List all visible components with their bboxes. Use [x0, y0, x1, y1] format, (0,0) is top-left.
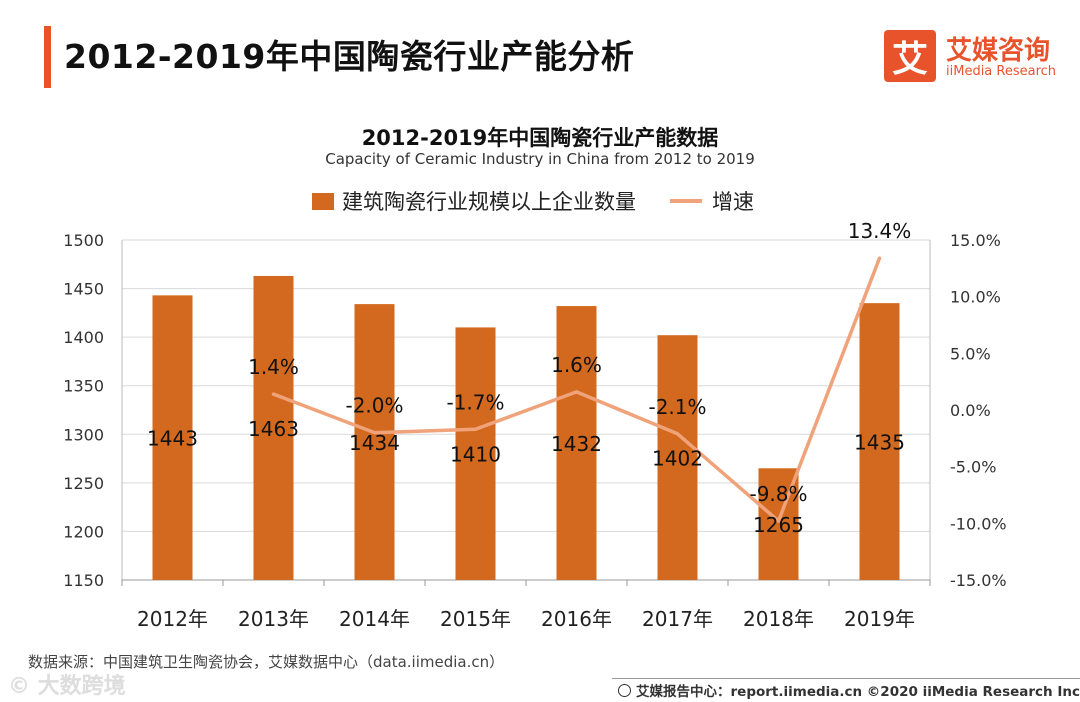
chart-legend: 建筑陶瓷行业规模以上企业数量 增速 — [312, 186, 754, 216]
x-tick-label: 2013年 — [238, 607, 309, 631]
bar — [354, 304, 395, 580]
footer-report: 艾媒报告中心：report.iimedia.cn ©2020 iiMedia R… — [618, 680, 1080, 700]
x-tick-label: 2014年 — [339, 607, 410, 631]
right-tick-label: -5.0% — [950, 458, 996, 477]
growth-value-label: -1.7% — [446, 390, 504, 414]
bar-value-label: 1432 — [551, 432, 602, 456]
left-tick-label: 1400 — [63, 328, 104, 347]
left-tick-label: 1150 — [63, 571, 104, 590]
growth-value-label: 13.4% — [848, 219, 912, 243]
logo-en-text: iiMedia Research — [946, 64, 1057, 79]
left-tick-label: 1500 — [63, 231, 104, 250]
bar — [859, 303, 900, 580]
chart-subtitle: Capacity of Ceramic Industry in China fr… — [325, 150, 755, 168]
legend-bar-swatch — [312, 192, 334, 210]
growth-value-label: 1.6% — [551, 353, 602, 377]
watermark: © 大数跨境 — [8, 674, 126, 699]
x-tick-label: 2019年 — [844, 607, 915, 631]
left-tick-label: 1200 — [63, 522, 104, 541]
brand-logo: 艾 艾媒咨询 iiMedia Research — [884, 30, 1064, 86]
right-tick-label: -15.0% — [950, 571, 1007, 590]
right-tick-label: 0.0% — [950, 401, 991, 420]
left-tick-label: 1250 — [63, 474, 104, 493]
chart-title: 2012-2019年中国陶瓷行业产能数据 — [361, 126, 719, 150]
bar — [556, 306, 597, 580]
bar-value-label: 1410 — [450, 443, 501, 467]
bar — [152, 295, 193, 580]
bar-value-label: 1463 — [248, 417, 299, 441]
left-tick-label: 1300 — [63, 425, 104, 444]
legend-line-swatch — [670, 199, 702, 203]
x-tick-label: 2016年 — [541, 607, 612, 631]
left-tick-label: 1450 — [63, 280, 104, 299]
x-tick-label: 2015年 — [440, 607, 511, 631]
title-accent-bar — [44, 26, 51, 88]
bar — [253, 275, 294, 580]
growth-value-label: 1.4% — [248, 355, 299, 379]
bar — [657, 335, 698, 580]
footer-divider — [612, 678, 1080, 679]
globe-icon — [618, 683, 631, 697]
logo-mark: 艾 — [884, 30, 936, 82]
growth-value-label: -9.8% — [749, 482, 807, 506]
legend-line-label: 增速 — [712, 190, 754, 214]
legend-bar-label: 建筑陶瓷行业规模以上企业数量 — [342, 190, 636, 214]
page-title: 2012-2019年中国陶瓷行业产能分析 — [64, 37, 635, 76]
x-tick-label: 2017年 — [642, 607, 713, 631]
bar — [455, 327, 496, 580]
data-source: 数据来源：中国建筑卫生陶瓷协会，艾媒数据中心（data.iimedia.cn） — [28, 653, 505, 671]
right-tick-label: 5.0% — [950, 344, 991, 363]
bar-value-label: 1443 — [147, 427, 198, 451]
x-tick-label: 2012年 — [137, 607, 208, 631]
logo-cn-text: 艾媒咨询 — [946, 36, 1051, 66]
bar-value-label: 1402 — [652, 447, 703, 471]
growth-value-label: -2.0% — [345, 394, 403, 418]
bar-value-label: 1435 — [854, 431, 905, 455]
bar-value-label: 1265 — [753, 513, 804, 537]
left-tick-label: 1350 — [63, 377, 104, 396]
x-tick-label: 2018年 — [743, 607, 814, 631]
growth-line — [271, 256, 882, 523]
growth-value-label: -2.1% — [648, 395, 706, 419]
right-tick-label: 10.0% — [950, 288, 1001, 307]
bar-value-label: 1434 — [349, 431, 400, 455]
footer-report-text: 艾媒报告中心：report.iimedia.cn ©2020 iiMedia R… — [636, 684, 1080, 700]
right-tick-label: 15.0% — [950, 231, 1001, 250]
right-tick-label: -10.0% — [950, 514, 1007, 533]
